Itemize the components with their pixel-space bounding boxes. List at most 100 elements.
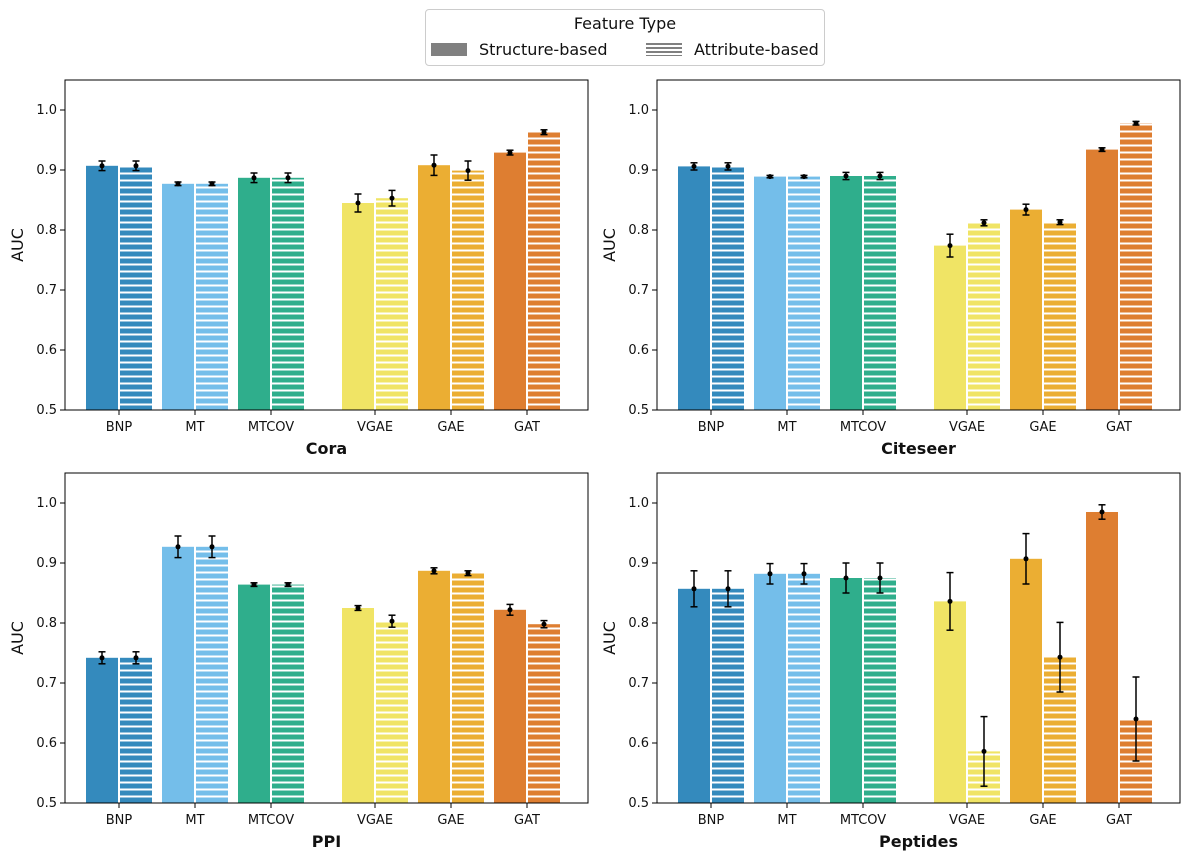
mean-marker — [431, 568, 437, 574]
x-tick-label: VGAE — [357, 813, 393, 828]
bar-vgae-attribute — [376, 621, 408, 803]
y-tick-label: 0.7 — [628, 283, 649, 298]
x-tick-label: GAE — [437, 813, 464, 828]
x-tick-label: MT — [185, 813, 204, 828]
bar-bnp-attribute — [120, 657, 152, 803]
chart-panel-ppi: 0.5 0.6 0.7 0.8 0.9 1.0 AUC BNP MT MTCOV VGAE GAE GA… — [8, 472, 589, 851]
y-axis-label: AUC — [600, 621, 619, 655]
mean-marker — [251, 175, 257, 181]
bar-mtcov-attribute — [272, 177, 304, 410]
x-tick-label: GAT — [514, 813, 540, 828]
x-tick-label: MTCOV — [248, 420, 294, 435]
dataset-title: Citeseer — [881, 439, 956, 458]
legend-item-attribute: Attribute-based — [646, 40, 819, 59]
y-axis-label: AUC — [8, 621, 27, 655]
mean-marker — [947, 598, 953, 604]
mean-marker — [209, 181, 215, 187]
mean-marker — [877, 575, 883, 581]
mean-marker — [1099, 147, 1105, 153]
mean-marker — [801, 174, 807, 180]
bar-vgae-structure — [934, 601, 966, 803]
y-tick-label: 1.0 — [36, 496, 57, 511]
y-tick-label: 0.5 — [628, 403, 649, 418]
y-tick-label: 0.8 — [36, 616, 57, 631]
y-tick-label: 0.9 — [36, 556, 57, 571]
mean-marker — [691, 163, 697, 169]
bar-gae-structure — [418, 570, 450, 803]
mean-marker — [507, 607, 513, 613]
mean-marker — [99, 163, 105, 169]
x-tick-label: BNP — [698, 420, 725, 435]
chart-panel-cora: 0.5 0.6 0.7 0.8 0.9 1.0 AUC BNP MT MTCOV VGAE GAE GA… — [8, 79, 589, 458]
legend-swatch-hatched — [646, 43, 682, 56]
axes-frame — [656, 79, 1181, 411]
mean-marker — [175, 544, 181, 550]
mean-marker — [767, 571, 773, 577]
bar-gat-attribute — [528, 624, 560, 803]
y-tick-label: 0.9 — [628, 163, 649, 178]
y-tick-label: 0.7 — [36, 676, 57, 691]
x-tick-label: MT — [777, 420, 796, 435]
y-tick-label: 0.7 — [36, 283, 57, 298]
x-tick-label: VGAE — [949, 813, 985, 828]
bar-mt-attribute — [196, 183, 228, 410]
bar-bnp-structure — [86, 657, 118, 803]
chart-panel-citeseer: 0.5 0.6 0.7 0.8 0.9 1.0 AUC BNP MT MTCOV VGAE GAE GA… — [600, 79, 1181, 458]
mean-marker — [251, 582, 257, 588]
bar-vgae-structure — [342, 608, 374, 803]
mean-marker — [99, 655, 105, 661]
bar-gat-structure — [1086, 512, 1118, 803]
x-tick-label: BNP — [698, 813, 725, 828]
y-tick-label: 0.8 — [36, 223, 57, 238]
legend-label-attribute: Attribute-based — [694, 40, 819, 59]
bar-mt-structure — [162, 183, 194, 410]
axes-frame — [64, 472, 589, 804]
bar-gat-attribute — [528, 132, 560, 410]
y-tick-label: 0.6 — [628, 736, 649, 751]
x-tick-label: MTCOV — [840, 813, 886, 828]
y-axis-label: AUC — [600, 228, 619, 262]
bar-gae-structure — [418, 165, 450, 410]
y-tick-label: 0.5 — [36, 403, 57, 418]
bar-mtcov-structure — [830, 176, 862, 410]
bar-gat-structure — [494, 609, 526, 803]
dataset-title: PPI — [312, 832, 341, 851]
mean-marker — [947, 243, 953, 249]
x-tick-label: MTCOV — [840, 420, 886, 435]
bar-mt-attribute — [788, 573, 820, 803]
legend-title: Feature Type — [573, 14, 677, 33]
x-tick-label: BNP — [106, 813, 133, 828]
mean-marker — [691, 586, 697, 592]
x-tick-label: VGAE — [949, 420, 985, 435]
mean-marker — [877, 173, 883, 179]
bar-bnp-structure — [678, 166, 710, 410]
y-tick-label: 0.6 — [628, 343, 649, 358]
bar-vgae-attribute — [968, 222, 1000, 410]
mean-marker — [725, 163, 731, 169]
x-tick-label: BNP — [106, 420, 133, 435]
mean-marker — [507, 150, 513, 156]
y-tick-label: 1.0 — [628, 103, 649, 118]
bar-gat-structure — [494, 152, 526, 410]
mean-marker — [541, 621, 547, 627]
mean-marker — [1023, 207, 1029, 213]
mean-marker — [389, 618, 395, 624]
bar-mtcov-attribute — [864, 578, 896, 803]
mean-marker — [1133, 120, 1139, 126]
x-tick-label: MT — [777, 813, 796, 828]
mean-marker — [843, 575, 849, 581]
mean-marker — [209, 544, 215, 550]
mean-marker — [465, 168, 471, 174]
y-tick-label: 0.5 — [628, 796, 649, 811]
legend-label-structure: Structure-based — [479, 40, 608, 59]
x-tick-label: GAT — [514, 420, 540, 435]
x-tick-label: MTCOV — [248, 813, 294, 828]
x-tick-label: MT — [185, 420, 204, 435]
x-tick-label: GAT — [1106, 813, 1132, 828]
legend: Feature Type Structure-based Attribute-b… — [425, 9, 825, 66]
dataset-title: Cora — [306, 439, 347, 458]
mean-marker — [285, 175, 291, 181]
bar-vgae-attribute — [376, 198, 408, 410]
y-tick-label: 0.6 — [36, 736, 57, 751]
x-tick-label: VGAE — [357, 420, 393, 435]
